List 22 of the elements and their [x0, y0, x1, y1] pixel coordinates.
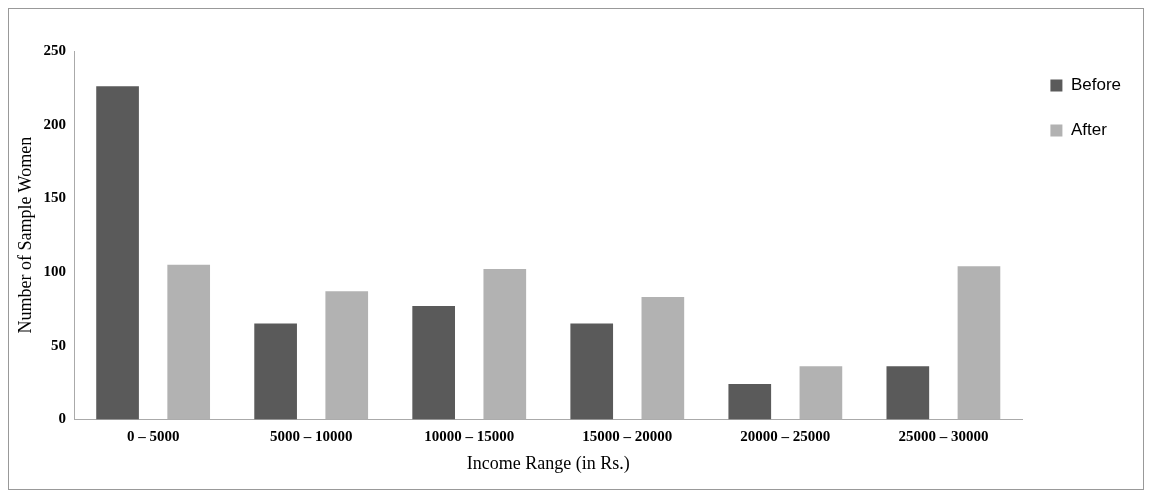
y-tick-label: 0: [58, 410, 67, 427]
y-tick-label: 50: [51, 336, 67, 353]
y-tick-label: 250: [43, 41, 67, 58]
y-axis-title: Number of Sample Women: [14, 136, 35, 334]
x-tick-label: 15000 – 20000: [582, 428, 673, 445]
bar: [728, 384, 772, 420]
y-tick-label: 150: [43, 189, 67, 206]
x-tick-label: 5000 – 10000: [269, 428, 353, 445]
legend-label: After: [1070, 120, 1108, 140]
x-tick-label: 25000 – 30000: [898, 428, 989, 445]
x-axis-title: Income Range (in Rs.): [466, 452, 630, 474]
x-tick-label: 20000 – 25000: [740, 428, 831, 445]
y-tick-label: 200: [43, 115, 67, 132]
y-tick-label: 100: [43, 262, 67, 279]
bar: [570, 323, 614, 420]
legend-label: Before: [1070, 75, 1122, 95]
x-tick-label: 0 – 5000: [126, 428, 180, 445]
bar: [412, 305, 456, 420]
x-tick-label: 10000 – 15000: [424, 428, 515, 445]
bar: [96, 86, 139, 420]
bar: [254, 323, 297, 420]
bar: [886, 366, 930, 420]
